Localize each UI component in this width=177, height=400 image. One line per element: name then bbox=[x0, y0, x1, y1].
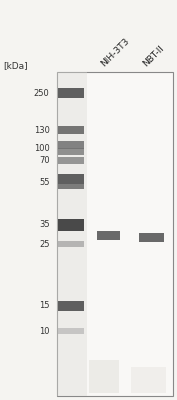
Bar bbox=[58, 148, 84, 155]
Text: 70: 70 bbox=[39, 156, 50, 165]
Bar bbox=[58, 219, 84, 231]
Bar bbox=[131, 367, 166, 393]
Bar bbox=[58, 88, 84, 98]
Text: 100: 100 bbox=[34, 144, 50, 153]
Text: 130: 130 bbox=[34, 126, 50, 135]
Text: [kDa]: [kDa] bbox=[4, 61, 28, 70]
Bar bbox=[58, 328, 84, 334]
Text: 25: 25 bbox=[39, 240, 50, 249]
Bar bbox=[58, 156, 84, 164]
Text: 250: 250 bbox=[34, 88, 50, 98]
Bar bbox=[58, 126, 84, 134]
Bar bbox=[88, 360, 119, 393]
Bar bbox=[139, 233, 164, 242]
Text: 55: 55 bbox=[39, 178, 50, 187]
Bar bbox=[58, 141, 84, 148]
Bar bbox=[57, 72, 173, 396]
Bar bbox=[58, 174, 84, 184]
Text: NIH-3T3: NIH-3T3 bbox=[99, 36, 131, 68]
Bar bbox=[58, 241, 84, 247]
Bar bbox=[97, 231, 120, 240]
Text: 15: 15 bbox=[39, 302, 50, 310]
Text: 10: 10 bbox=[39, 327, 50, 336]
Text: 35: 35 bbox=[39, 220, 50, 230]
Bar bbox=[58, 301, 84, 311]
Text: NBT-II: NBT-II bbox=[141, 43, 166, 68]
Bar bbox=[57, 72, 87, 396]
Bar bbox=[58, 182, 84, 189]
